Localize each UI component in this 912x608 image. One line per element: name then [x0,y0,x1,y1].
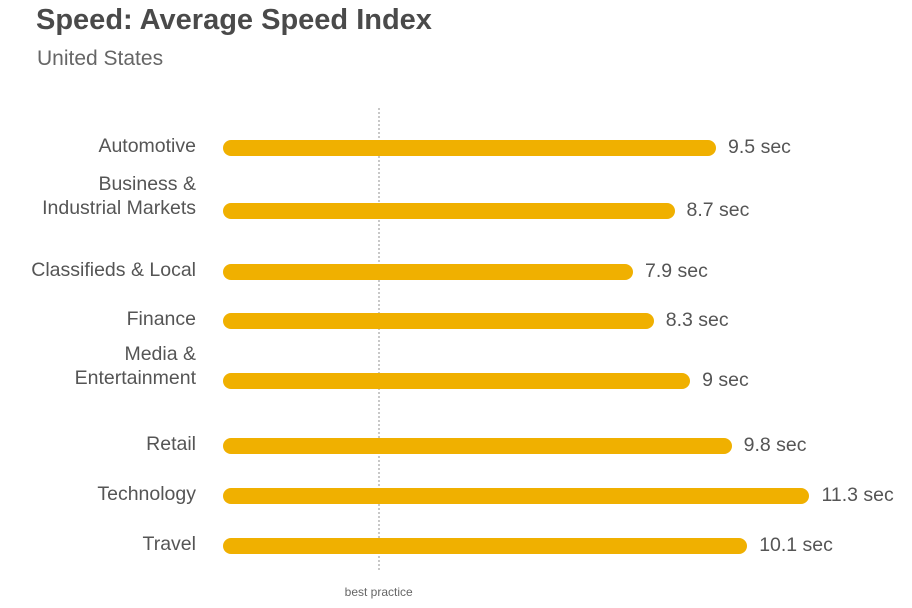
value-label: 7.9 sec [645,260,708,282]
bar [223,264,633,280]
best-practice-line [377,108,380,570]
value-label: 10.1 sec [759,534,833,556]
value-label: 8.3 sec [665,309,729,331]
bar [223,313,654,329]
category-label: Automotive [98,135,196,157]
category-label: Travel [142,533,196,555]
chart-subtitle: United States [37,47,164,70]
bar [223,373,691,389]
category-label: Classifieds & Local [31,259,196,281]
bar [223,438,732,454]
category-label: Retail [146,433,196,455]
bar [223,203,675,219]
chart-title: Speed: Average Speed Index [36,4,432,36]
bar [223,538,748,554]
value-label: 8.7 sec [686,199,750,221]
value-label: 11.3 sec [821,484,894,506]
value-label: 9 sec [702,369,749,391]
bar [223,140,717,156]
best-practice-label: best practice [344,585,413,599]
value-label: 9.5 sec [728,136,791,158]
category-label: Business & Industrial Markets [42,173,196,219]
value-label: 9.8 sec [743,434,807,456]
category-label: Media & Entertainment [74,343,196,389]
category-label: Finance [126,308,196,330]
bar [223,488,810,504]
category-label: Technology [97,483,196,505]
